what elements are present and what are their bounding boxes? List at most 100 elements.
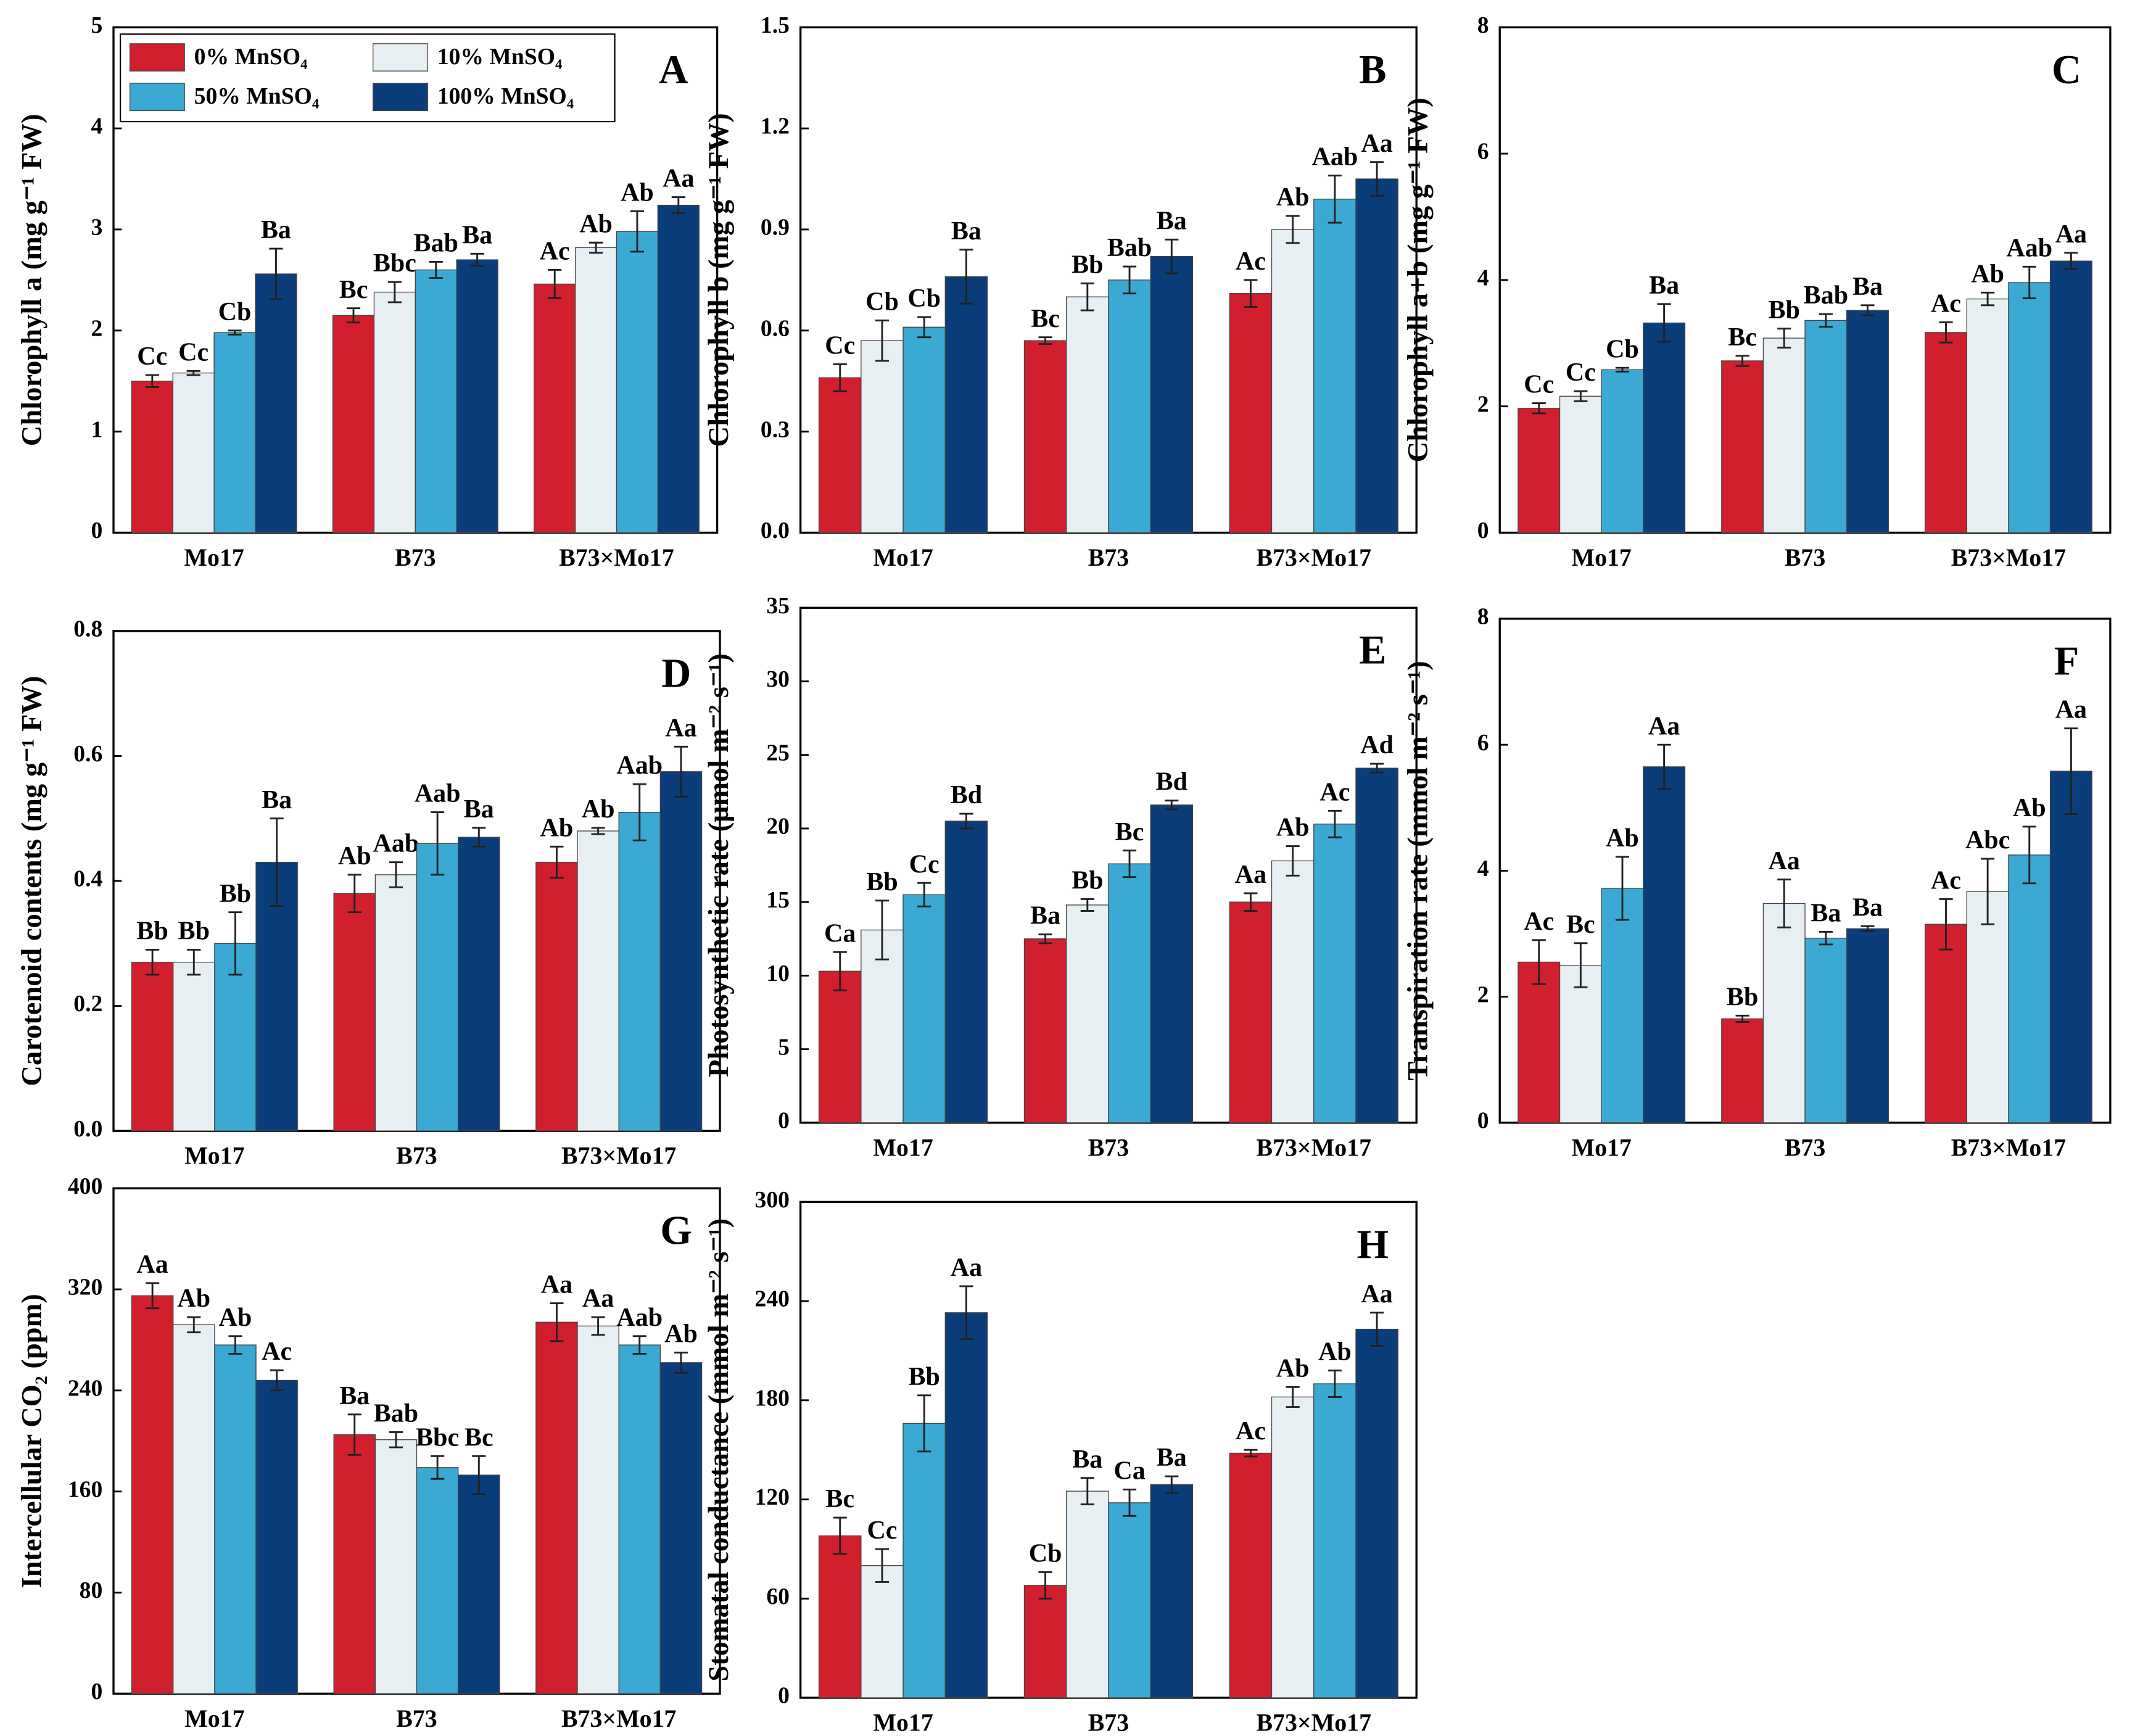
y-tick-label: 0 xyxy=(1477,1108,1489,1134)
legend: 0% MnSO₄ 10% MnSO₄ 50% MnSO₄ 100% MnSO₄ xyxy=(119,33,616,123)
significance-label: Bbc xyxy=(373,249,416,278)
significance-label: Cb xyxy=(907,284,941,313)
y-tick-label: 3 xyxy=(91,215,102,241)
significance-label: Bc xyxy=(339,276,368,304)
error-bar xyxy=(1370,763,1384,774)
error-bar xyxy=(1080,1477,1094,1506)
bar xyxy=(574,247,617,534)
significance-label: Cb xyxy=(1029,1539,1062,1568)
bar xyxy=(1066,296,1109,534)
bar xyxy=(2049,771,2092,1123)
bar xyxy=(1150,1484,1194,1698)
x-tick-label: B73×Mo17 xyxy=(1951,1133,2066,1161)
bar xyxy=(332,315,375,534)
bar xyxy=(131,962,174,1131)
bar xyxy=(1313,1383,1357,1698)
significance-label: Ba xyxy=(1811,899,1841,928)
bar xyxy=(1150,255,1194,534)
significance-label: Cc xyxy=(137,342,167,371)
x-tick-label: Mo17 xyxy=(873,1708,933,1736)
panel-label: D xyxy=(661,651,691,696)
error-bar xyxy=(630,210,645,253)
bar xyxy=(2008,854,2051,1123)
significance-label: Aa xyxy=(663,165,694,193)
panel: 0 1 2 3 4 5 Chlorophyll a (mg g⁻¹ FW) A Mo17 Cc Cc… xyxy=(16,12,719,571)
y-tick-label: 0 xyxy=(91,1679,102,1705)
significance-label: Bb xyxy=(1072,250,1103,279)
x-tick-label: B73×Mo17 xyxy=(1951,544,2066,571)
y-tick-label: 0 xyxy=(778,1683,790,1709)
y-tick-label: 1 xyxy=(91,416,102,442)
y-tick-label: 0.9 xyxy=(761,215,790,241)
panel-label: A xyxy=(659,48,688,93)
error-bar xyxy=(1122,849,1137,878)
bar xyxy=(1601,369,1644,534)
error-bar xyxy=(1122,1489,1137,1517)
y-tick-label: 5 xyxy=(778,1034,790,1060)
error-bar xyxy=(146,1282,160,1310)
error-bar xyxy=(1165,1475,1179,1494)
bar xyxy=(534,283,576,534)
significance-label: Cc xyxy=(1524,371,1554,399)
bar xyxy=(659,771,703,1131)
significance-label: Ba xyxy=(261,216,291,244)
significance-label: Aab xyxy=(616,1304,663,1332)
significance-label: Ab xyxy=(177,1284,210,1313)
y-tick-label: 2 xyxy=(1477,391,1489,417)
y-axis-label: Chlorophyll a+b (mg g⁻¹ FW) xyxy=(1402,97,1434,462)
bar xyxy=(1023,938,1067,1123)
error-bar xyxy=(228,329,242,336)
error-bar xyxy=(228,911,242,976)
y-axis-label: Stomatal conductance (mmol m⁻² s⁻¹) xyxy=(703,1218,735,1682)
error-bar xyxy=(186,370,200,376)
significance-label: Aa xyxy=(1361,1280,1392,1308)
bar xyxy=(458,1474,500,1695)
y-tick-label: 0 xyxy=(1477,518,1489,544)
bar xyxy=(1966,891,2009,1123)
panel-label: B xyxy=(1359,48,1386,93)
significance-label: Ab xyxy=(338,842,371,870)
error-bar xyxy=(431,1455,445,1480)
bar xyxy=(1966,298,2009,534)
panel-label: E xyxy=(1359,628,1386,673)
error-bar xyxy=(470,252,484,267)
significance-label: Cc xyxy=(178,338,209,366)
error-bar xyxy=(959,249,973,305)
significance-label: Bd xyxy=(951,781,982,809)
x-tick-label: B73 xyxy=(1088,544,1129,571)
bar xyxy=(333,1434,376,1695)
error-bar xyxy=(1370,161,1384,197)
significance-label: Bab xyxy=(374,1400,418,1428)
bar xyxy=(902,326,946,534)
error-bar xyxy=(1574,942,1588,988)
error-bar xyxy=(347,874,361,914)
y-tick-label: 15 xyxy=(766,887,790,913)
y-tick-label: 4 xyxy=(1477,265,1489,291)
significance-label: Aa xyxy=(136,1250,168,1279)
error-bar xyxy=(1860,925,1875,932)
error-bar xyxy=(1370,1312,1384,1347)
error-bar xyxy=(1038,933,1052,944)
bar xyxy=(374,1439,418,1695)
significance-label: Ba xyxy=(1649,271,1679,300)
y-axis-label: Intercellular CO₂ (ppm) xyxy=(16,1294,47,1588)
legend-swatch xyxy=(373,83,428,111)
bar xyxy=(1518,961,1561,1123)
bar xyxy=(131,1295,174,1695)
bar xyxy=(944,820,988,1123)
bar xyxy=(1846,310,1889,534)
bar xyxy=(173,962,215,1131)
y-axis-label: Carotenoid contents (mg g⁻¹ FW) xyxy=(16,676,47,1086)
x-tick-label: Mo17 xyxy=(873,1133,933,1161)
x-tick-label: B73×Mo17 xyxy=(1257,1708,1372,1736)
significance-label: Ab xyxy=(1318,1338,1352,1366)
panel-label: H xyxy=(1357,1222,1389,1267)
y-tick-label: 0.2 xyxy=(73,991,102,1017)
error-bar xyxy=(1165,800,1179,811)
significance-label: Aa xyxy=(541,1271,572,1299)
bar xyxy=(1023,340,1067,534)
bar xyxy=(1313,199,1357,534)
significance-label: Ba xyxy=(1157,207,1187,235)
error-bar xyxy=(591,1316,605,1336)
